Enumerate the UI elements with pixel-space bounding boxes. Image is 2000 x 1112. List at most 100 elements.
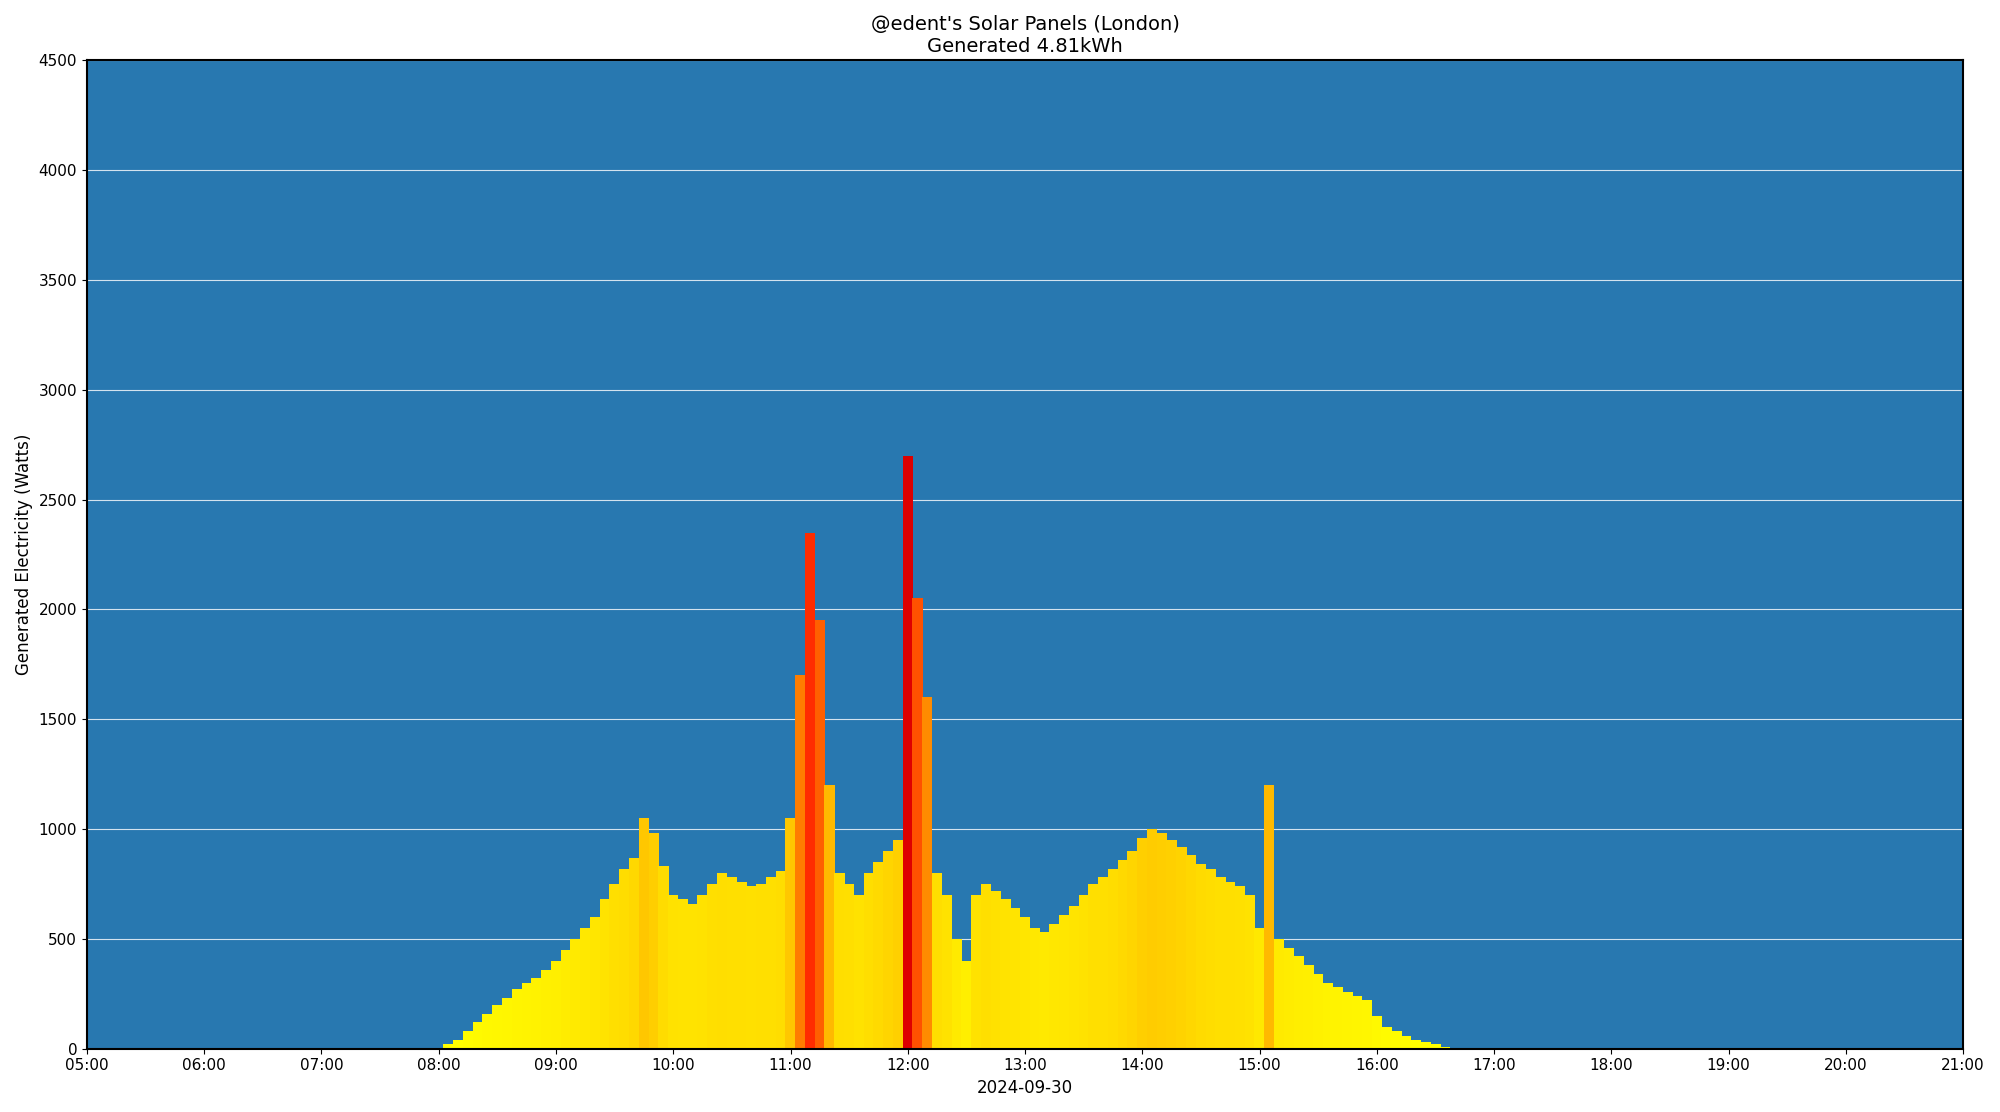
- Bar: [1254, 927, 1264, 1049]
- Bar: [1088, 884, 1098, 1049]
- Bar: [1030, 927, 1040, 1049]
- Bar: [698, 895, 708, 1049]
- Bar: [1098, 877, 1108, 1049]
- Bar: [864, 873, 874, 1049]
- Bar: [444, 1044, 454, 1049]
- Bar: [1322, 983, 1334, 1049]
- Bar: [1068, 906, 1080, 1049]
- Bar: [766, 877, 776, 1049]
- Bar: [1440, 1046, 1450, 1049]
- Bar: [1342, 992, 1352, 1049]
- Bar: [1050, 924, 1060, 1049]
- Bar: [1362, 1001, 1372, 1049]
- Bar: [630, 857, 640, 1049]
- Bar: [716, 873, 728, 1049]
- Bar: [688, 904, 698, 1049]
- Bar: [1420, 1042, 1430, 1049]
- Bar: [1010, 909, 1020, 1049]
- Bar: [834, 873, 844, 1049]
- Bar: [972, 895, 982, 1049]
- Bar: [502, 999, 512, 1049]
- Bar: [874, 862, 884, 1049]
- Bar: [980, 884, 992, 1049]
- Bar: [600, 900, 610, 1049]
- Title: @edent's Solar Panels (London)
Generated 4.81kWh: @edent's Solar Panels (London) Generated…: [870, 14, 1180, 56]
- Bar: [892, 840, 904, 1049]
- Bar: [990, 891, 1000, 1049]
- Bar: [590, 917, 600, 1049]
- Bar: [638, 818, 650, 1049]
- Bar: [746, 886, 756, 1049]
- Bar: [1372, 1015, 1382, 1049]
- Bar: [726, 877, 738, 1049]
- Bar: [668, 895, 678, 1049]
- Bar: [1216, 877, 1226, 1049]
- Bar: [708, 884, 718, 1049]
- Bar: [1274, 939, 1284, 1049]
- Bar: [570, 939, 580, 1049]
- Bar: [542, 970, 552, 1049]
- Bar: [1128, 851, 1138, 1049]
- Bar: [610, 884, 620, 1049]
- Bar: [1176, 846, 1186, 1049]
- Bar: [796, 675, 806, 1049]
- Bar: [902, 456, 912, 1049]
- Bar: [550, 961, 562, 1049]
- Bar: [620, 868, 630, 1049]
- Bar: [756, 884, 766, 1049]
- Bar: [512, 990, 522, 1049]
- Bar: [1382, 1026, 1392, 1049]
- Bar: [962, 961, 972, 1049]
- Bar: [454, 1040, 464, 1049]
- X-axis label: 2024-09-30: 2024-09-30: [976, 1079, 1074, 1098]
- Bar: [1060, 915, 1070, 1049]
- Bar: [912, 598, 922, 1049]
- Bar: [1196, 864, 1206, 1049]
- Bar: [678, 900, 688, 1049]
- Bar: [580, 927, 590, 1049]
- Bar: [1226, 882, 1236, 1049]
- Bar: [952, 939, 962, 1049]
- Bar: [472, 1022, 482, 1049]
- Bar: [1294, 956, 1304, 1049]
- Bar: [776, 871, 786, 1049]
- Bar: [1410, 1040, 1422, 1049]
- Bar: [814, 620, 824, 1049]
- Bar: [1352, 996, 1362, 1049]
- Bar: [824, 785, 834, 1049]
- Bar: [1430, 1044, 1440, 1049]
- Bar: [786, 818, 796, 1049]
- Bar: [492, 1005, 502, 1049]
- Bar: [1332, 987, 1342, 1049]
- Bar: [1040, 932, 1050, 1049]
- Bar: [1166, 840, 1176, 1049]
- Bar: [922, 697, 932, 1049]
- Bar: [532, 979, 542, 1049]
- Bar: [1304, 965, 1314, 1049]
- Bar: [560, 950, 570, 1049]
- Bar: [462, 1031, 474, 1049]
- Bar: [854, 895, 864, 1049]
- Bar: [1118, 860, 1128, 1049]
- Bar: [1392, 1031, 1402, 1049]
- Bar: [658, 866, 668, 1049]
- Bar: [844, 884, 854, 1049]
- Bar: [1078, 895, 1088, 1049]
- Bar: [736, 882, 746, 1049]
- Bar: [1402, 1035, 1412, 1049]
- Bar: [1206, 868, 1216, 1049]
- Bar: [648, 834, 658, 1049]
- Bar: [942, 895, 952, 1049]
- Bar: [1264, 785, 1274, 1049]
- Bar: [932, 873, 942, 1049]
- Bar: [1314, 974, 1324, 1049]
- Bar: [522, 983, 532, 1049]
- Bar: [884, 851, 894, 1049]
- Bar: [1186, 855, 1196, 1049]
- Bar: [1020, 917, 1030, 1049]
- Bar: [1234, 886, 1246, 1049]
- Bar: [1108, 868, 1118, 1049]
- Bar: [804, 533, 816, 1049]
- Bar: [1138, 837, 1148, 1049]
- Bar: [1146, 830, 1158, 1049]
